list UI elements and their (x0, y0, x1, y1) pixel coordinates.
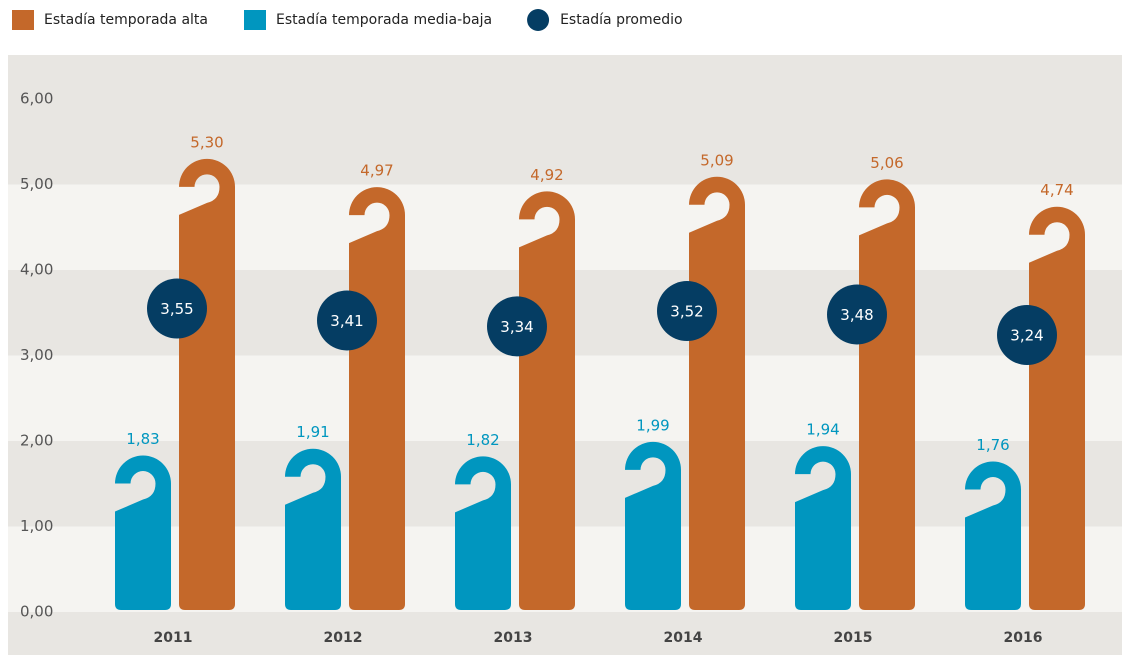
x-tick-label: 2013 (494, 630, 533, 646)
value-label: 3,48 (840, 306, 873, 324)
bar (965, 461, 1021, 610)
value-label: 4,97 (360, 162, 393, 180)
value-label: 3,34 (500, 318, 533, 336)
value-label: 1,76 (976, 436, 1009, 454)
legend-label: Estadía promedio (560, 12, 683, 28)
legend-swatch (244, 10, 266, 30)
x-tick-label: 2012 (324, 630, 363, 646)
bar (859, 179, 915, 611)
value-label: 1,91 (296, 423, 329, 441)
point (487, 296, 547, 357)
bar (115, 455, 171, 610)
bar (689, 176, 745, 611)
point (147, 278, 207, 339)
value-label: 4,92 (530, 166, 563, 184)
y-tick-label: 4,00 (20, 261, 53, 279)
bar (349, 187, 405, 611)
point (827, 284, 887, 345)
value-label: 1,99 (636, 416, 669, 434)
value-label: 1,83 (126, 430, 159, 448)
legend-label: Estadía temporada media-baja (276, 12, 492, 28)
value-label: 3,41 (330, 312, 363, 330)
value-label: 3,55 (160, 300, 193, 318)
bar (455, 456, 511, 610)
legend-label: Estadía temporada alta (44, 12, 208, 28)
value-label: 5,09 (700, 151, 733, 169)
grid-band (8, 99, 1122, 185)
value-label: 4,74 (1040, 181, 1073, 199)
x-tick-label: 2011 (154, 630, 193, 646)
y-tick-label: 0,00 (20, 603, 53, 621)
legend-swatch (527, 9, 550, 31)
point (657, 281, 717, 342)
bar (795, 446, 851, 610)
bar (179, 158, 236, 610)
point (997, 304, 1057, 365)
y-tick-label: 5,00 (20, 175, 53, 193)
legend-swatch (12, 10, 34, 30)
value-label: 1,94 (806, 421, 839, 439)
bar (285, 448, 341, 610)
y-tick-label: 6,00 (20, 90, 53, 108)
value-label: 3,52 (670, 303, 703, 321)
x-tick-label: 2014 (664, 630, 703, 646)
value-label: 3,24 (1010, 326, 1043, 344)
value-label: 1,82 (466, 431, 499, 449)
x-tick-label: 2015 (834, 630, 873, 646)
point (317, 290, 377, 351)
value-label: 5,06 (870, 154, 903, 172)
x-tick-label: 2016 (1004, 630, 1043, 646)
y-tick-label: 3,00 (20, 346, 53, 364)
bar (625, 441, 681, 610)
y-tick-label: 1,00 (20, 517, 53, 535)
value-label: 5,30 (190, 133, 223, 151)
y-tick-label: 2,00 (20, 432, 53, 450)
bar (1029, 206, 1085, 610)
bar (519, 191, 575, 610)
